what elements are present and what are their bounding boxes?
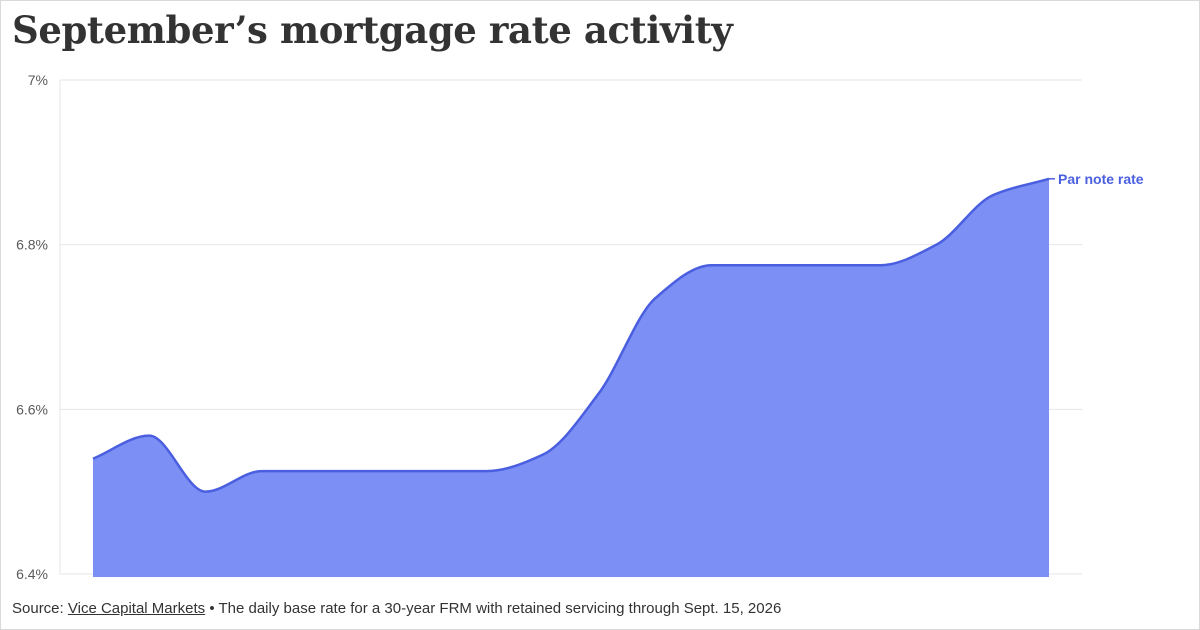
y-axis-ticks: 6.4% 6.6% 6.8% 7% <box>16 72 48 582</box>
y-tick-label: 7% <box>28 72 48 88</box>
series-labels: Par note rate <box>1049 171 1144 187</box>
y-tick-label: 6.4% <box>16 566 48 582</box>
source-prefix: Source: <box>12 600 68 617</box>
footer-note: The daily base rate for a 30-year FRM wi… <box>218 600 782 617</box>
source-link[interactable]: Vice Capital Markets <box>67 600 206 617</box>
series-area <box>92 177 1050 578</box>
y-tick-label: 6.6% <box>16 401 48 417</box>
series-line <box>92 177 1050 493</box>
series-area-fill <box>93 178 1049 578</box>
chart-footer: Source: Vice Capital Markets • The daily… <box>12 600 781 617</box>
series-label: Par note rate <box>1058 171 1144 187</box>
y-tick-label: 6.8% <box>16 237 48 253</box>
bullet-separator: • <box>205 600 219 617</box>
page-title: September’s mortgage rate activity <box>12 8 733 52</box>
